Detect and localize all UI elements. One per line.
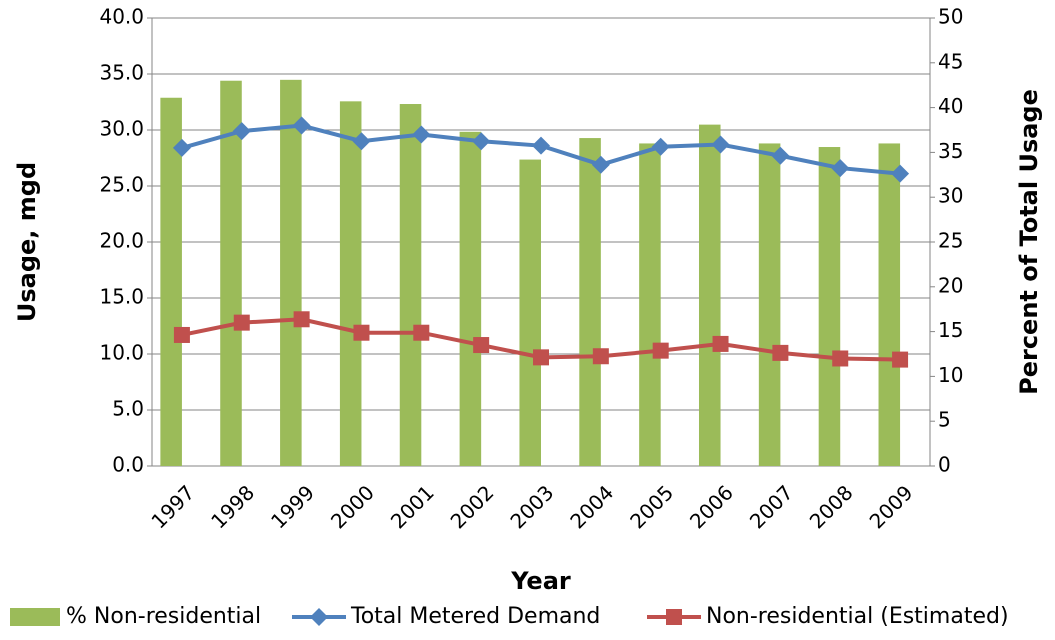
legend-marker: [666, 609, 682, 625]
line-marker: [353, 324, 370, 341]
line-marker: [771, 146, 790, 165]
x-tick-label: 2000: [326, 480, 379, 533]
y-tick-label: 20.0: [99, 229, 144, 253]
line-marker: [472, 132, 491, 151]
line-marker: [232, 122, 251, 141]
line-marker: [473, 337, 490, 354]
legend-marker: [310, 608, 328, 626]
y-tick-label: 40.0: [99, 5, 144, 29]
bar: [399, 104, 422, 467]
y2-tick-label: 30: [938, 184, 963, 208]
x-tick-label: 1999: [266, 480, 319, 533]
y2-tick-label: 5: [938, 408, 951, 432]
bar: [339, 101, 362, 466]
y2-tick-label: 50: [938, 5, 963, 29]
bar: [639, 143, 661, 466]
line-marker: [712, 335, 729, 352]
x-tick-label: 2009: [865, 480, 918, 533]
bar: [878, 143, 901, 466]
line-marker: [592, 348, 609, 365]
line-marker: [652, 342, 669, 359]
line-marker: [891, 164, 910, 183]
x-tick-label: 2008: [805, 480, 858, 533]
legend-label: % Non-residential: [66, 604, 261, 629]
y2-tick-label: 45: [938, 49, 963, 73]
x-tick-label: 1998: [206, 480, 259, 533]
x-tick-label: 2007: [745, 480, 798, 533]
line-marker: [651, 137, 670, 156]
line-marker: [352, 132, 371, 151]
line-marker: [233, 314, 250, 331]
line-marker: [173, 326, 190, 343]
line-marker: [591, 155, 610, 174]
x-tick-label: 2006: [685, 480, 738, 533]
line-marker: [413, 324, 430, 341]
x-tick-label: 1997: [146, 480, 199, 533]
y2-tick-label: 40: [938, 94, 963, 118]
x-tick-label: 2002: [446, 480, 499, 533]
line-marker: [772, 344, 789, 361]
bar: [280, 79, 302, 466]
y-tick-label: 0.0: [112, 453, 144, 477]
bar: [459, 131, 482, 467]
y2-tick-label: 20: [938, 273, 963, 297]
line-marker: [831, 159, 850, 178]
y-axis-title: Usage, mgd: [13, 162, 41, 322]
bar: [818, 147, 841, 467]
y-tick-label: 10.0: [99, 341, 144, 365]
y-tick-label: 30.0: [99, 117, 144, 141]
bar: [519, 159, 541, 466]
legend-label: Non-residential (Estimated): [706, 604, 1009, 629]
y2-tick-label: 10: [938, 363, 963, 387]
line-marker: [711, 135, 730, 154]
x-tick-label: 2001: [386, 480, 439, 533]
line-marker: [532, 136, 550, 155]
x-axis-title: Year: [510, 567, 571, 595]
bar: [220, 80, 242, 466]
y2-tick-label: 15: [938, 318, 963, 342]
line-marker: [832, 350, 849, 367]
line-marker: [292, 116, 311, 135]
legend-label: Total Metered Demand: [350, 604, 600, 629]
y2-tick-label: 35: [938, 139, 963, 163]
bar: [698, 124, 721, 467]
legend-swatch: [10, 608, 60, 626]
y-tick-label: 15.0: [99, 285, 144, 309]
line-marker: [293, 311, 310, 328]
x-tick-label: 2003: [505, 480, 558, 533]
line-marker: [172, 138, 191, 157]
y-tick-label: 35.0: [99, 61, 144, 85]
y-tick-label: 25.0: [99, 173, 144, 197]
x-tick-label: 2005: [625, 480, 678, 533]
line-marker: [892, 351, 909, 368]
y-tick-label: 5.0: [112, 397, 144, 421]
x-tick-label: 2004: [565, 480, 618, 533]
y2-axis-title: Percent of Total Usage: [1015, 89, 1043, 395]
bar: [160, 97, 182, 466]
bar: [758, 143, 781, 466]
y2-tick-label: 0: [938, 453, 951, 477]
bar: [579, 138, 601, 466]
line-marker: [533, 349, 549, 366]
line-marker: [412, 125, 431, 144]
y2-tick-label: 25: [938, 229, 963, 253]
